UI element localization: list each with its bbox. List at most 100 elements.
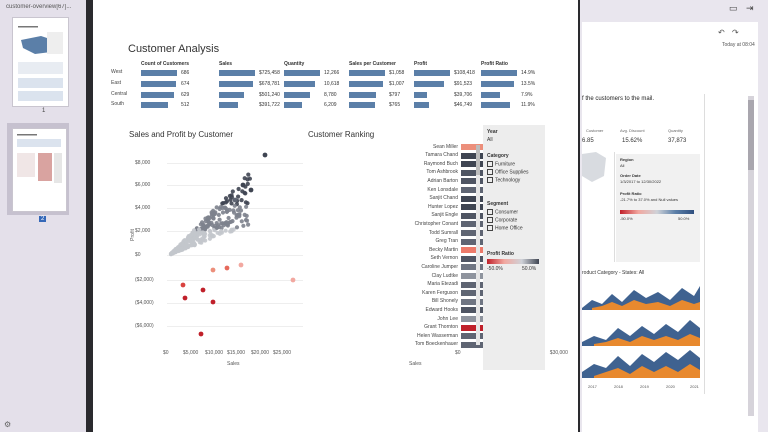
category-option-office-supplies[interactable]: Office Supplies	[487, 169, 529, 175]
summary-bar[interactable]	[414, 81, 444, 87]
page-thumbnail-1[interactable]	[12, 17, 69, 107]
ranking-bar[interactable]	[461, 333, 483, 340]
scatter-point[interactable]	[244, 218, 250, 223]
scatter-point[interactable]	[223, 228, 228, 233]
summary-bar[interactable]	[349, 102, 375, 108]
ranking-bar[interactable]	[461, 169, 483, 176]
scatter-point[interactable]	[211, 234, 216, 239]
ranking-bar[interactable]	[461, 290, 483, 297]
scatter-point[interactable]	[170, 250, 175, 255]
category-option-furniture[interactable]: Furniture	[487, 161, 515, 167]
summary-bar[interactable]	[349, 81, 383, 87]
scatter-point[interactable]	[245, 181, 250, 186]
scatter-point[interactable]	[217, 231, 222, 236]
ranking-scrollbar-thumb[interactable]	[476, 145, 480, 175]
ranking-bar[interactable]	[461, 324, 483, 331]
scatter-point[interactable]	[216, 212, 221, 217]
scatter-point[interactable]	[216, 224, 221, 230]
summary-bar[interactable]	[349, 70, 385, 76]
scatter-point[interactable]	[208, 229, 213, 234]
scatter-point[interactable]	[234, 225, 240, 230]
scatter-point[interactable]	[191, 228, 197, 233]
summary-bar[interactable]	[219, 70, 255, 76]
exit-icon[interactable]: ⇥	[746, 3, 754, 13]
summary-bar[interactable]	[481, 70, 517, 76]
scatter-point[interactable]	[180, 282, 186, 288]
window-toggle-icon[interactable]: ▭	[729, 3, 738, 13]
summary-bar[interactable]	[219, 92, 244, 98]
checkbox-checked-icon[interactable]	[487, 169, 493, 175]
scatter-point[interactable]	[226, 215, 231, 221]
page-thumbnail-2[interactable]	[12, 128, 67, 212]
scatter-point[interactable]	[237, 205, 242, 210]
scatter-point[interactable]	[214, 221, 219, 226]
scatter-point[interactable]	[246, 172, 251, 177]
ranking-bar[interactable]	[461, 298, 483, 305]
redo-icon[interactable]: ↷	[732, 28, 739, 37]
scatter-point[interactable]	[244, 204, 249, 209]
scatter-point[interactable]	[217, 217, 222, 222]
ranking-bar[interactable]	[461, 161, 483, 168]
category-option-technology[interactable]: Technology	[487, 177, 520, 183]
summary-bar[interactable]	[481, 81, 514, 87]
scatter-point[interactable]	[248, 187, 254, 193]
ranking-bar[interactable]	[461, 264, 483, 271]
ranking-bar[interactable]	[461, 230, 483, 236]
scatter-point[interactable]	[240, 182, 246, 188]
segment-option-corporate[interactable]: Corporate	[487, 217, 517, 223]
scatter-point[interactable]	[262, 152, 268, 158]
scatter-point[interactable]	[202, 231, 207, 236]
summary-bar[interactable]	[284, 102, 302, 108]
checkbox-checked-icon[interactable]	[487, 225, 493, 231]
ranking-bar[interactable]	[461, 221, 483, 228]
summary-bar[interactable]	[414, 70, 450, 76]
scatter-point[interactable]	[290, 277, 296, 283]
order-date-value[interactable]: 1/3/2017 to 12/30/2022	[620, 179, 662, 184]
scatter-point[interactable]	[212, 224, 217, 229]
ranking-bar[interactable]	[461, 341, 483, 348]
scatter-point[interactable]	[179, 247, 184, 252]
scatter-point[interactable]	[229, 201, 234, 206]
ranking-bar[interactable]	[461, 238, 483, 245]
scatter-point[interactable]	[230, 189, 235, 194]
summary-bar[interactable]	[481, 102, 510, 108]
scatter-point[interactable]	[239, 198, 244, 203]
segment-option-home-office[interactable]: Home Office	[487, 225, 523, 231]
summary-bar[interactable]	[349, 92, 376, 98]
scatter-point[interactable]	[221, 223, 226, 228]
scatter-point[interactable]	[242, 212, 247, 217]
scatter-point[interactable]	[232, 197, 238, 203]
year-filter-value[interactable]: All	[487, 137, 493, 143]
undo-icon[interactable]: ↶	[718, 28, 725, 37]
scatter-point[interactable]	[231, 208, 236, 213]
scatter-point[interactable]	[243, 200, 248, 205]
scatter-point[interactable]	[201, 222, 206, 227]
scatter-point[interactable]	[180, 241, 185, 246]
scatter-point[interactable]	[211, 216, 216, 221]
summary-bar[interactable]	[284, 81, 315, 87]
ranking-bar[interactable]	[461, 281, 483, 288]
ranking-bar[interactable]	[461, 307, 483, 314]
summary-bar[interactable]	[141, 70, 177, 76]
ranking-bar[interactable]	[461, 247, 483, 254]
profit-ratio-value[interactable]: -21.7% to 37.0% and Null values	[620, 197, 679, 202]
ranking-bar[interactable]	[461, 255, 483, 262]
scatter-point[interactable]	[223, 196, 229, 201]
summary-bar[interactable]	[481, 92, 500, 98]
checkbox-checked-icon[interactable]	[487, 217, 493, 223]
scatter-point[interactable]	[237, 214, 242, 219]
summary-bar[interactable]	[219, 102, 238, 108]
right-scrollbar[interactable]	[748, 96, 754, 416]
scatter-point[interactable]	[241, 223, 246, 228]
ranking-scrollbar[interactable]	[476, 145, 480, 345]
scatter-point[interactable]	[245, 177, 250, 182]
scatter-point[interactable]	[221, 201, 226, 206]
scatter-point[interactable]	[239, 219, 244, 224]
region-value[interactable]: All	[620, 163, 625, 168]
scatter-point[interactable]	[213, 210, 218, 215]
scatter-point[interactable]	[236, 194, 241, 199]
scatter-point[interactable]	[207, 216, 212, 221]
summary-bar[interactable]	[141, 92, 174, 98]
scatter-point[interactable]	[236, 186, 241, 192]
checkbox-checked-icon[interactable]	[487, 209, 493, 215]
